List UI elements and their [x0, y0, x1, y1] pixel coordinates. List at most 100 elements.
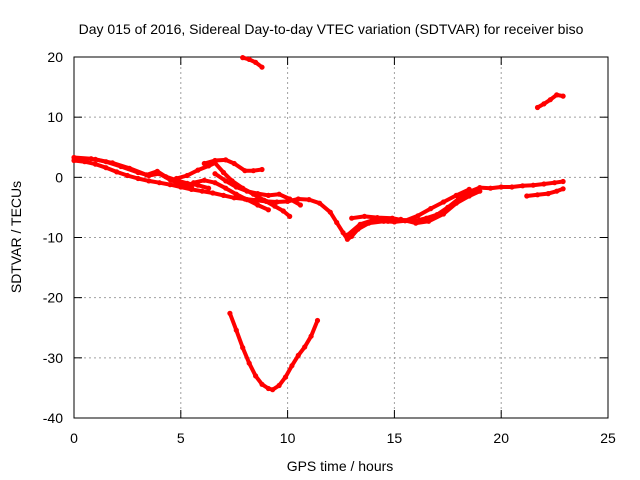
series-arc-main — [72, 158, 566, 242]
data-point — [212, 180, 218, 186]
data-point — [261, 197, 267, 203]
series-arc-late-upper — [349, 187, 472, 223]
data-point — [163, 174, 169, 180]
data-point — [265, 192, 271, 198]
data-point — [282, 374, 289, 380]
y-tick-label: 20 — [47, 49, 63, 65]
data-point — [334, 219, 340, 226]
data-point — [415, 213, 421, 219]
data-point — [144, 172, 150, 178]
data-point — [126, 165, 133, 171]
data-point — [349, 215, 355, 221]
data-point — [195, 167, 201, 173]
data-point — [295, 352, 301, 358]
x-tick-label: 25 — [600, 430, 616, 446]
data-point — [302, 344, 308, 350]
data-point — [541, 181, 547, 187]
x-tick-label: 5 — [177, 430, 185, 446]
data-point — [530, 182, 536, 188]
data-point — [274, 199, 280, 205]
data-point — [156, 180, 162, 186]
data-point — [173, 175, 180, 182]
data-point — [289, 363, 295, 369]
data-point — [223, 178, 229, 184]
data-point — [240, 55, 246, 61]
data-point — [220, 169, 227, 176]
data-point — [71, 154, 77, 161]
x-axis: 0 5 10 15 20 25 — [70, 57, 616, 446]
data-point — [554, 188, 560, 194]
data-point — [560, 93, 566, 99]
data-point — [265, 207, 271, 213]
data-point — [541, 101, 547, 107]
data-point — [498, 184, 504, 190]
data-point — [560, 178, 566, 185]
data-point — [297, 202, 303, 208]
data-point — [201, 177, 207, 183]
y-tick-label: -20 — [43, 290, 63, 306]
x-tick-label: 0 — [70, 430, 78, 446]
data-point — [167, 182, 173, 188]
data-point — [477, 185, 483, 191]
data-point — [244, 197, 250, 203]
series-arc-top-left — [240, 55, 264, 70]
data-point — [233, 184, 239, 190]
data-point — [233, 191, 239, 197]
data-point — [92, 161, 98, 167]
data-point — [361, 213, 368, 219]
data-point — [246, 56, 252, 63]
data-point — [227, 310, 233, 316]
data-point — [246, 360, 252, 366]
data-point — [524, 193, 530, 199]
x-tick-label: 15 — [387, 430, 403, 446]
data-point — [259, 166, 265, 173]
data-point — [453, 192, 459, 198]
data-point — [242, 168, 248, 174]
data-point — [191, 180, 197, 186]
data-point — [270, 387, 276, 393]
data-point — [280, 208, 286, 214]
data-point — [92, 156, 98, 162]
data-point — [88, 156, 94, 162]
data-point — [244, 188, 250, 194]
data-point — [212, 171, 218, 177]
data-point — [184, 172, 190, 179]
data-point — [340, 230, 346, 236]
y-tick-label: 10 — [47, 109, 63, 125]
data-point — [560, 186, 566, 192]
data-point — [82, 159, 88, 165]
data-point — [253, 59, 259, 65]
data-point — [201, 160, 207, 167]
grid — [74, 57, 608, 418]
data-point — [374, 215, 380, 221]
data-point — [199, 188, 205, 194]
data-point — [276, 191, 282, 197]
data-point — [114, 169, 120, 175]
data-point — [426, 218, 432, 224]
data-point — [344, 236, 350, 242]
data-point — [223, 157, 229, 163]
data-point — [487, 185, 494, 191]
data-point — [545, 191, 551, 197]
data-point — [509, 184, 515, 190]
data-point — [317, 200, 323, 206]
data-point — [135, 175, 141, 182]
data-point — [477, 188, 483, 194]
data-point — [223, 185, 229, 191]
data-point — [453, 200, 459, 206]
data-point — [233, 327, 239, 333]
data-point — [466, 186, 472, 192]
data-point — [240, 345, 246, 351]
data-point — [250, 168, 256, 174]
x-axis-label: GPS time / hours — [287, 458, 394, 474]
data-series — [71, 55, 566, 393]
data-point — [265, 385, 271, 392]
data-point — [154, 168, 160, 174]
data-point — [206, 185, 212, 191]
data-point — [255, 202, 261, 208]
data-point — [357, 221, 363, 227]
series-arc-v-dip — [227, 311, 320, 392]
data-point — [554, 92, 560, 98]
y-tick-label: -10 — [43, 230, 63, 246]
data-point — [466, 193, 472, 199]
